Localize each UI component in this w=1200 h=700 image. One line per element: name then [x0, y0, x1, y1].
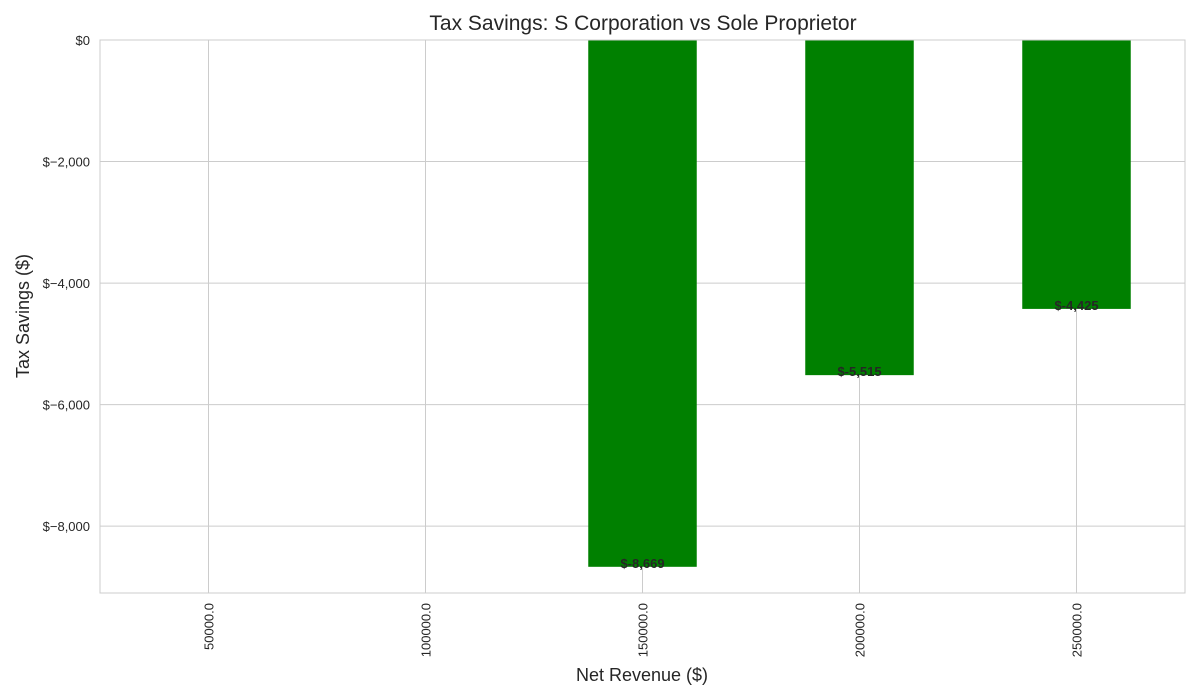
- x-tick-labels: 50000.0 100000.0 150000.0 200000.0 250000.0: [202, 603, 1085, 657]
- bar-value-label: $-5,515: [837, 364, 881, 379]
- x-tick-label: 100000.0: [419, 603, 434, 657]
- bar: [1022, 40, 1131, 309]
- y-tick-labels: $0 $−2,000 $−4,000 $−6,000 $−8,000: [43, 33, 90, 534]
- x-tick-label: 150000.0: [636, 603, 651, 657]
- y-tick-label: $−4,000: [43, 276, 90, 291]
- y-tick-label: $−2,000: [43, 155, 90, 170]
- bar-value-label: $-4,425: [1054, 298, 1098, 313]
- x-tick-label: 200000.0: [853, 603, 868, 657]
- y-tick-label: $−6,000: [43, 398, 90, 413]
- x-tick-label: 50000.0: [202, 603, 217, 650]
- y-tick-label: $−8,000: [43, 519, 90, 534]
- x-tick-label: 250000.0: [1070, 603, 1085, 657]
- y-axis-label: Tax Savings ($): [13, 254, 33, 378]
- x-axis-label: Net Revenue ($): [576, 665, 708, 685]
- bar: [805, 40, 914, 375]
- chart-title: Tax Savings: S Corporation vs Sole Propr…: [429, 12, 856, 35]
- bar-value-label: $-8,669: [620, 556, 664, 571]
- y-tick-label: $0: [76, 33, 90, 48]
- bar: [588, 40, 697, 567]
